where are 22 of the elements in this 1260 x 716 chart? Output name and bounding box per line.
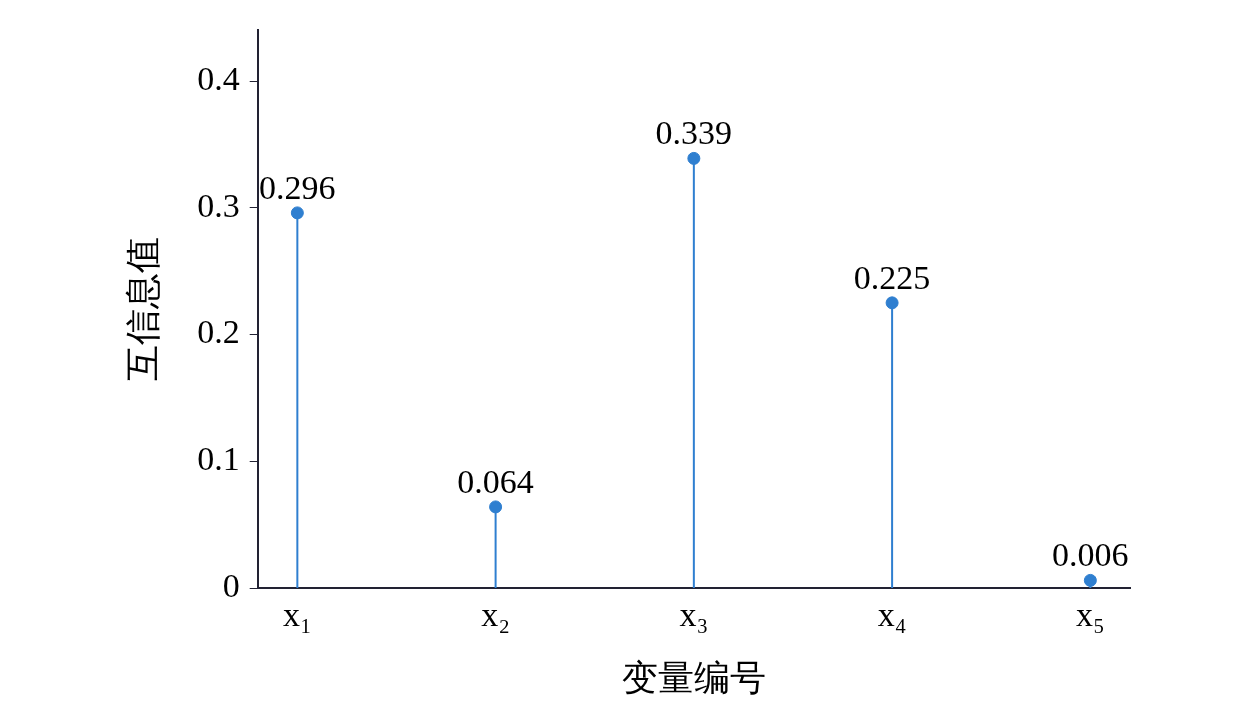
data-label: 0.064 — [457, 462, 534, 500]
data-label: 0.225 — [853, 258, 931, 296]
x-tick-label: x₂ — [481, 596, 511, 634]
point — [687, 151, 701, 165]
y-tick-label: 0.3 — [197, 186, 240, 224]
point — [1083, 573, 1097, 587]
y-axis-title: 互信息值 — [123, 237, 164, 382]
point — [290, 206, 304, 220]
data-label: 0.006 — [1052, 536, 1129, 574]
x-axis-title: 变量编号 — [621, 657, 766, 698]
y-tick-label: 0.2 — [197, 313, 240, 351]
x-tick-label: x₅ — [1075, 596, 1105, 634]
point — [489, 500, 503, 514]
y-tick-label: 0 — [222, 566, 240, 604]
x-tick-label: x₁ — [282, 596, 312, 634]
y-tick-label: 0.4 — [197, 60, 240, 98]
data-label: 0.296 — [259, 168, 336, 206]
point — [885, 296, 899, 310]
x-tick-label: x₄ — [877, 596, 907, 634]
data-label: 0.339 — [655, 114, 733, 152]
x-tick-label: x₃ — [679, 596, 709, 634]
y-tick-label: 0.1 — [197, 440, 240, 478]
